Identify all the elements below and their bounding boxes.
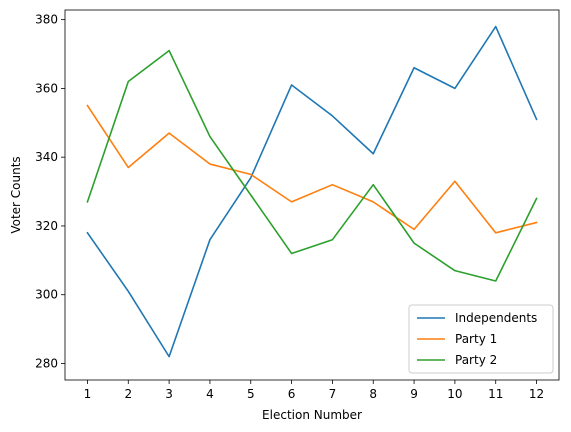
- y-tick-label: 360: [35, 81, 58, 95]
- x-tick-label: 12: [529, 387, 544, 401]
- series-line-1: [86, 25, 538, 358]
- x-tick-label: 9: [410, 387, 418, 401]
- plot-frame: [64, 9, 560, 381]
- y-axis-label: Voter Counts: [9, 156, 23, 233]
- legend-label-2: Party 1: [455, 332, 497, 346]
- y-tick-label: 280: [35, 356, 58, 370]
- x-tick-label: 11: [488, 387, 503, 401]
- x-axis-label: Election Number: [262, 408, 362, 422]
- series-line-2: [86, 104, 538, 234]
- series-layer: [86, 25, 538, 358]
- x-tick-label: 5: [247, 387, 255, 401]
- legend-label-1: Independents: [455, 311, 537, 325]
- series-line-3: [86, 49, 538, 282]
- x-tick-label: 2: [124, 387, 132, 401]
- x-tick-label: 10: [447, 387, 462, 401]
- y-axis: 280 300 320 340 360 380: [35, 13, 65, 370]
- legend: Independents Party 1 Party 2: [408, 304, 554, 374]
- y-tick-label: 320: [35, 219, 58, 233]
- x-axis: 1 2 3 4 5 6 7 8 9 10 11 12: [84, 380, 544, 401]
- x-tick-label: 4: [206, 387, 214, 401]
- x-tick-label: 3: [165, 387, 173, 401]
- y-tick-label: 300: [35, 288, 58, 302]
- y-tick-label: 380: [35, 13, 58, 27]
- legend-box: [408, 304, 554, 374]
- x-tick-label: 8: [369, 387, 377, 401]
- x-tick-label: 7: [329, 387, 337, 401]
- x-tick-label: 1: [84, 387, 92, 401]
- y-tick-label: 340: [35, 150, 58, 164]
- x-tick-label: 6: [288, 387, 296, 401]
- legend-label-3: Party 2: [455, 353, 497, 367]
